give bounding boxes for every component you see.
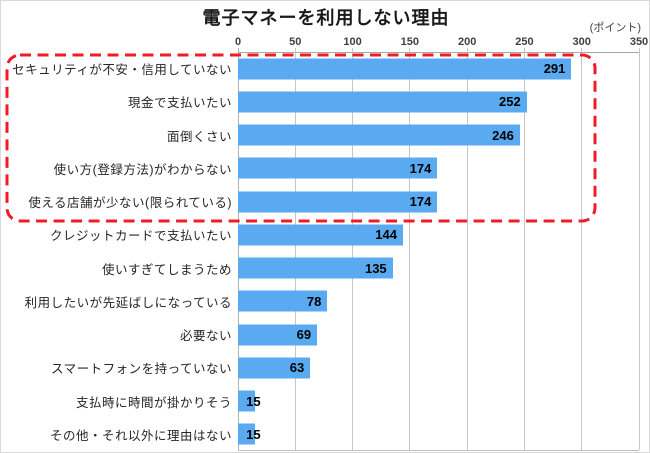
x-tick-label: 200 (457, 36, 477, 48)
x-axis: 0 50 100 150 200 250 300 350 (234, 36, 648, 50)
bar-track: 78 (238, 290, 639, 312)
bar-row: その他・それ以外に理由はない 15 (1, 418, 649, 451)
bar-track: 144 (238, 224, 639, 246)
bar-value-label: 144 (375, 227, 397, 243)
bar-track: 15 (238, 423, 639, 445)
bar (238, 91, 527, 113)
bar-track: 174 (238, 191, 639, 213)
bar-value-label: 291 (543, 61, 566, 77)
plot-area (237, 48, 640, 451)
gridline (294, 48, 296, 450)
bar-row: 使いすぎてしまうため 135 (1, 252, 649, 285)
bar-row: セキュリティが不安・信用していない 291 (1, 52, 649, 85)
gridline (581, 48, 583, 450)
category-label: 利用したいが先延ばしになっている (24, 295, 232, 310)
category-label: 使える店舗が少ない(限られている) (28, 196, 232, 211)
bar (238, 257, 393, 279)
bar-track: 15 (238, 390, 639, 412)
bar-row: 現金で支払いたい 252 (1, 85, 649, 118)
bar (238, 390, 256, 412)
x-tick-label: 0 (234, 36, 242, 48)
gridline (237, 48, 239, 450)
category-label: 使い方(登録方法)がわからない (53, 162, 232, 177)
category-label: 使いすぎてしまうため (101, 262, 232, 277)
x-tick-label: 300 (572, 36, 591, 48)
category-label: クレジットカードで支払いたい (49, 229, 232, 244)
bar-track: 135 (238, 257, 639, 279)
category-label: 支払時に時間が掛かりそう (75, 395, 232, 410)
bar (238, 224, 403, 246)
bar-row: 使い方(登録方法)がわからない 174 (1, 152, 649, 185)
bar (238, 290, 328, 312)
bar-row: スマートフォンを持っていない 63 (1, 351, 649, 384)
bar (238, 124, 520, 146)
bar-value-label: 15 (246, 426, 261, 442)
bar-row: 必要ない 69 (1, 318, 649, 351)
gridline (466, 48, 468, 450)
bar-value-label: 15 (246, 393, 261, 409)
bar-value-label: 252 (499, 94, 521, 110)
bar-value-label: 174 (409, 160, 432, 176)
bar-track: 63 (238, 357, 639, 379)
category-label: 現金で支払いたい (127, 96, 232, 111)
bar-track: 246 (238, 124, 639, 146)
category-label: 面倒くさい (166, 129, 232, 144)
bar-row: 面倒くさい 246 (1, 119, 649, 152)
category-label: 必要ない (179, 329, 232, 344)
bar-value-label: 135 (364, 260, 387, 276)
bar (238, 157, 438, 179)
bar-row: 利用したいが先延ばしになっている 78 (1, 285, 649, 318)
bar-row: 支払時に時間が掛かりそう 15 (1, 385, 649, 418)
bar-value-label: 78 (306, 293, 322, 309)
bar-row: クレジットカードで支払いたい 144 (1, 218, 649, 251)
bar (238, 58, 572, 80)
bar (238, 423, 256, 445)
bar (238, 324, 318, 346)
x-tick-label: 350 (629, 36, 649, 48)
chart-title: 電子マネーを利用しない理由 (202, 8, 450, 28)
category-label: その他・それ以外に理由はない (49, 428, 232, 443)
x-tick-label: 100 (343, 36, 362, 48)
gridline (409, 48, 411, 450)
category-label: スマートフォンを持っていない (50, 362, 232, 377)
bar (238, 191, 438, 213)
bar (238, 357, 311, 379)
bar-track: 69 (238, 324, 639, 346)
bar-value-label: 63 (289, 360, 305, 376)
bar-track: 252 (238, 91, 639, 113)
gridline (523, 48, 525, 450)
category-label: セキュリティが不安・信用していない (12, 63, 232, 78)
bar-value-label: 246 (492, 127, 514, 143)
bar-value-label: 174 (409, 194, 432, 210)
x-tick-label: 50 (289, 36, 302, 48)
gridline (638, 48, 640, 450)
x-tick-label: 250 (515, 36, 534, 48)
bar-rows: セキュリティが不安・信用していない 291 現金で支払いたい 252 面倒くさい 246 使… (1, 52, 649, 451)
x-tick-label: 150 (400, 36, 420, 48)
bar-track: 174 (238, 157, 639, 179)
gridline (352, 48, 354, 450)
bar-row: 使える店舗が少ない(限られている) 174 (1, 185, 649, 218)
bar-track: 291 (238, 58, 639, 80)
bar-value-label: 69 (296, 327, 312, 343)
axis-unit-label: (ポイント) (589, 22, 641, 34)
